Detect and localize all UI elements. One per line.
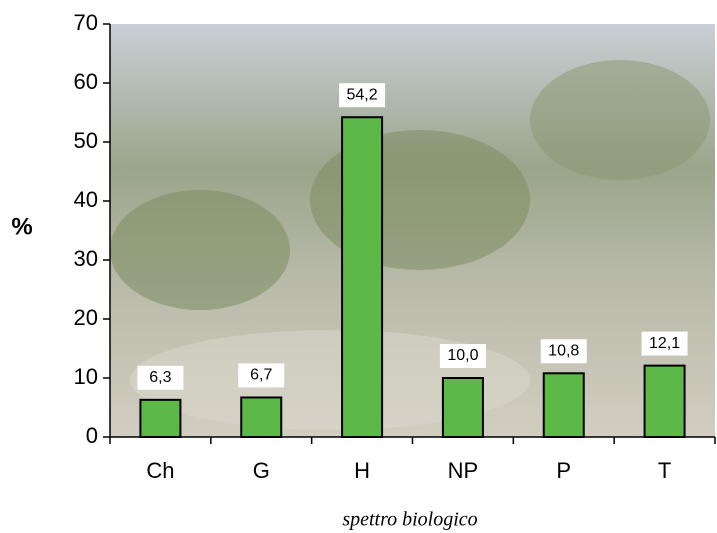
bar — [139, 398, 182, 438]
y-tick-label: 40 — [74, 187, 98, 212]
x-axis-label: spettro biologico — [342, 509, 477, 531]
bar — [441, 377, 484, 438]
y-tick-label: 30 — [74, 246, 98, 271]
bar — [341, 116, 384, 438]
x-tick-label: T — [658, 458, 671, 483]
y-tick-label: 20 — [74, 305, 98, 330]
value-label-box — [540, 339, 587, 364]
y-tick-label: 70 — [74, 10, 98, 35]
y-tick-label: 10 — [74, 364, 98, 389]
x-tick-label: H — [354, 458, 370, 483]
background-photo — [110, 24, 715, 437]
y-tick-label: 0 — [86, 423, 98, 448]
value-label: 54,2 — [347, 86, 378, 103]
x-tick-label: NP — [448, 458, 479, 483]
value-label-box — [641, 331, 688, 356]
value-label-box — [439, 344, 486, 368]
x-tick-label: Ch — [146, 458, 174, 483]
y-axis-label: % — [11, 213, 32, 240]
y-tick-label: 50 — [74, 128, 98, 153]
bar — [240, 396, 283, 438]
value-label: 12,1 — [649, 335, 680, 352]
bar — [542, 372, 585, 438]
value-label: 6,3 — [149, 369, 171, 386]
x-tick-label: G — [253, 458, 270, 483]
value-label-box — [339, 83, 386, 108]
bar — [643, 364, 686, 438]
x-tick-label: P — [556, 458, 571, 483]
value-label-box — [238, 363, 285, 388]
value-label: 10,8 — [548, 342, 579, 359]
y-tick-label: 60 — [74, 69, 98, 94]
value-label: 6,7 — [250, 367, 272, 384]
value-label-box — [137, 365, 184, 390]
value-label: 10,0 — [447, 347, 478, 364]
